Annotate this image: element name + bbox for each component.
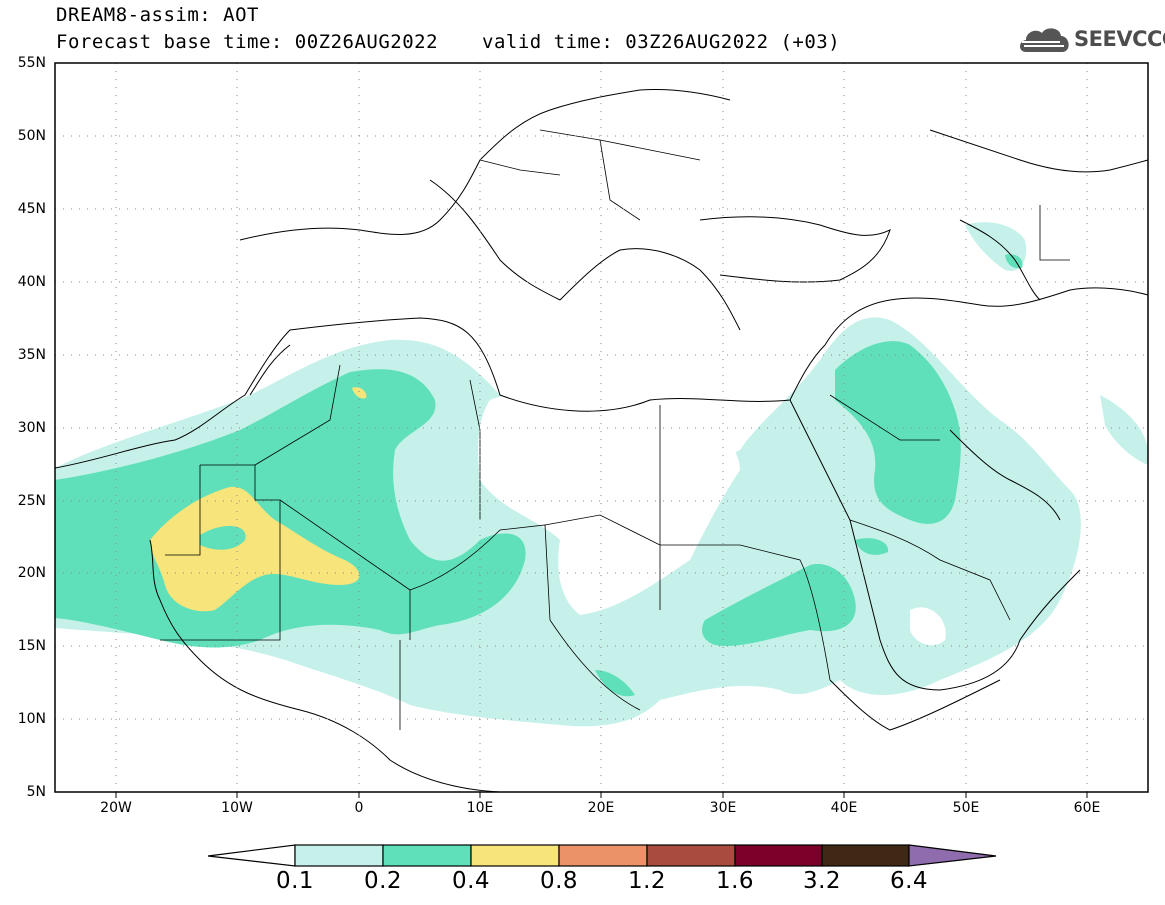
aot-contour-0.4-hole — [200, 525, 246, 550]
colorbar-bin-4 — [558, 844, 648, 867]
lon-label: 60E — [1073, 800, 1101, 816]
aot-clear-arabia — [910, 607, 946, 646]
axis-ticks — [115, 792, 1088, 798]
aot-clear-libya — [478, 388, 740, 615]
colorbar-label: 1.6 — [715, 868, 755, 894]
lat-label: 10N — [17, 711, 46, 727]
lat-label: 55N — [17, 55, 46, 71]
lon-label: 10W — [221, 800, 253, 816]
colorbar-label: 0.4 — [451, 868, 491, 894]
aot-field — [55, 89, 1148, 792]
lon-label: 30E — [709, 800, 737, 816]
logo-text: SEEVCCC — [1074, 27, 1165, 51]
lon-label: 20W — [100, 800, 132, 816]
valid-time: valid time: 03Z26AUG2022 (+03) — [482, 31, 841, 53]
borders — [160, 129, 1070, 730]
lat-label: 35N — [17, 347, 46, 363]
lon-label: 10E — [466, 800, 494, 816]
colorbar-label: 0.1 — [275, 868, 315, 894]
lat-label: 15N — [17, 638, 46, 654]
colorbar-label: 6.4 — [889, 868, 929, 894]
colorbar — [207, 844, 997, 867]
aot-contour-0.1-east — [1100, 395, 1148, 465]
forecast-base-time: Forecast base time: 00Z26AUG2022 — [56, 31, 439, 53]
lon-label: 40E — [830, 800, 858, 816]
colorbar-label: 0.8 — [539, 868, 579, 894]
colorbar-bin-2 — [382, 844, 472, 867]
aot-contour-0.2-chad-spot — [595, 670, 635, 697]
aot-contour-0.4 — [150, 486, 360, 612]
colorbar-bin-6 — [734, 844, 823, 867]
lon-label: 50E — [952, 800, 980, 816]
aot-contour-0.2-arabia-spot — [855, 538, 889, 555]
lat-label: 25N — [17, 493, 46, 509]
lat-label: 20N — [17, 565, 46, 581]
coastlines — [55, 89, 1148, 792]
lon-label: 0 — [354, 800, 364, 816]
colorbar-bin-7 — [821, 844, 910, 867]
aot-contour-0.4-spot — [352, 387, 367, 399]
map-title: DREAM8-assim: AOT — [56, 4, 259, 26]
colorbar-over — [908, 844, 997, 867]
lat-label: 5N — [26, 784, 46, 800]
lon-label: 20E — [587, 800, 615, 816]
seevccc-logo: SEEVCCC — [1016, 22, 1165, 58]
aot-contour-0.2-iraq — [835, 341, 961, 524]
colorbar-bin-5 — [646, 844, 736, 867]
colorbar-bin-1 — [294, 844, 384, 867]
colorbar-bin-3 — [470, 844, 560, 867]
lat-label: 40N — [17, 274, 46, 290]
cloud-icon — [1020, 28, 1069, 52]
colorbar-label: 1.2 — [627, 868, 667, 894]
colorbar-under — [207, 844, 296, 867]
lat-label: 30N — [17, 420, 46, 436]
colorbar-label: 0.2 — [363, 868, 403, 894]
colorbar-label: 3.2 — [802, 868, 842, 894]
aot-contour-0.2-ethiopia-chad — [702, 564, 856, 647]
lat-label: 45N — [17, 201, 46, 217]
lat-label: 50N — [17, 128, 46, 144]
